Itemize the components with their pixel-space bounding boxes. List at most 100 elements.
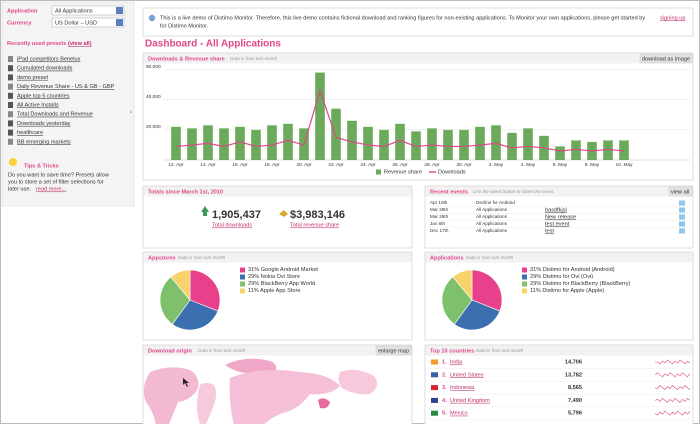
preset-icon [8, 120, 13, 127]
application-select[interactable] [51, 5, 125, 16]
country-link[interactable]: Indonesia [450, 385, 475, 391]
bar [171, 126, 181, 160]
chart-panel [142, 52, 694, 181]
appstores-note: Data is from last month [178, 255, 226, 260]
preset-link[interactable]: Apple top 5 countries [17, 93, 70, 99]
legend-label: 29% Distimo for Ovi (Ovi) [530, 274, 593, 280]
event-link[interactable]: basdfkjsl [545, 207, 567, 213]
flag-icon [431, 410, 438, 416]
legend-swatch [522, 281, 527, 287]
tweet-button[interactable] [679, 200, 685, 206]
bar [507, 132, 517, 160]
preset-link[interactable]: Total Downloads and Revenue [17, 112, 93, 118]
totals-title: Totals since March 1st, 2010 [148, 189, 223, 195]
events-view-all-button[interactable] [668, 186, 693, 197]
bar [379, 129, 389, 160]
sparkline [654, 410, 691, 416]
view-all-link[interactable]: (view all) [68, 41, 92, 47]
country-link[interactable]: United Kingdom [450, 398, 490, 404]
read-more-link[interactable]: read more... [36, 186, 67, 192]
preset-link[interactable]: Daily Revenue Share - US & GB - GBP [17, 84, 115, 90]
currency-value: US Dollar – USD [55, 20, 97, 26]
revenue-link[interactable]: Total revenue share [290, 222, 339, 228]
tweet-button[interactable] [679, 214, 685, 220]
tips-title: Tips & Tricks [24, 163, 59, 169]
downloads-value: 1,905,437 [212, 209, 261, 221]
legend-name: Distimo for BlackBerry (BlackBerry) [543, 281, 631, 287]
countries-panel [424, 344, 694, 424]
preset-link[interactable]: BB emerging markets [17, 139, 71, 145]
country-link[interactable]: United States [450, 372, 484, 378]
tweet-button[interactable] [679, 207, 685, 213]
line-series [175, 88, 625, 152]
bar [235, 126, 245, 160]
origin-note: Data is from last month [198, 348, 246, 353]
revenue-icon [279, 210, 288, 217]
bar [251, 129, 261, 160]
event-cell: All Applications [476, 228, 508, 233]
x-tick-label: 16. Apr [232, 162, 248, 168]
legend-swatch [240, 288, 245, 294]
legend-name: Distimo for Android (Android) [543, 267, 615, 273]
bulb-icon [9, 158, 17, 166]
tips-text: Do you want to save time? Presets allow [8, 172, 110, 178]
pie-slice [170, 269, 191, 301]
revenue-value: $3,983,146 [290, 209, 345, 221]
sparkline [654, 372, 691, 378]
legend-name: Distimo for Apple (Apple) [542, 288, 604, 294]
y-tick-label: 40,000 [146, 94, 161, 100]
events-hint: Use the tweet button to share the event [473, 189, 554, 194]
downloads-link[interactable]: Total downloads [212, 222, 252, 228]
legend-percent: 31% [530, 267, 541, 273]
event-cell: Mar 26th [430, 214, 449, 219]
country-link[interactable]: Mexico [450, 411, 468, 417]
tweet-button[interactable] [679, 228, 685, 234]
preset-link[interactable]: Downloads yesterday [17, 121, 71, 127]
enlarge-map-button[interactable] [375, 345, 412, 356]
event-cell: Decline for Android [476, 200, 515, 205]
country-link[interactable]: India [450, 359, 463, 365]
rank: 2. [442, 372, 447, 378]
bar [187, 128, 197, 160]
preset-link[interactable]: iPad competitors Benelux [17, 56, 81, 62]
event-link[interactable]: test event [545, 221, 570, 227]
preset-icon [8, 74, 13, 81]
country-value: 5,796 [568, 411, 582, 417]
flag-icon [431, 359, 438, 365]
event-cell: All Applications [476, 221, 508, 226]
legend-swatch [240, 274, 245, 280]
map-region [338, 369, 378, 395]
event-link[interactable]: test [545, 228, 554, 234]
tweet-button[interactable] [679, 221, 685, 227]
info-icon [148, 14, 156, 22]
bar [443, 129, 453, 160]
x-tick-label: 12. Apr [168, 162, 184, 168]
bar [331, 108, 341, 160]
preset-link[interactable]: Cumulated downloads [17, 66, 73, 72]
legend-swatch [240, 267, 245, 273]
country-value: 7,490 [568, 398, 582, 404]
country-value: 13,782 [565, 372, 582, 378]
bar [267, 125, 277, 160]
countries-title: Top 10 countries [430, 348, 474, 354]
bar [219, 128, 229, 160]
event-link[interactable]: New release [545, 214, 576, 220]
downloads-icon [201, 206, 209, 216]
signup-link[interactable]: signing up [660, 15, 686, 21]
x-tick-label: 18. Apr [264, 162, 280, 168]
preset-icon [8, 83, 13, 90]
tips-text: later use. [8, 186, 31, 192]
download-image-label: download as image [642, 56, 690, 62]
preset-link[interactable]: healthcare [17, 130, 43, 136]
legend-percent: 29% [530, 281, 541, 287]
panel-header [425, 345, 693, 356]
events-view-all-label: view all [671, 189, 689, 195]
preset-link[interactable]: demo preset [17, 75, 49, 81]
preset-link[interactable]: All Active Installs [17, 102, 59, 108]
x-tick-label: 30. Apr [456, 162, 472, 168]
collapse-arrow[interactable]: ‹ [130, 109, 132, 115]
legend-percent: 11% [530, 288, 541, 294]
banner-line1: This is a live demo of Distimo Monitor. … [160, 15, 645, 21]
download-image-button[interactable] [639, 53, 693, 64]
currency-select[interactable] [51, 17, 125, 28]
